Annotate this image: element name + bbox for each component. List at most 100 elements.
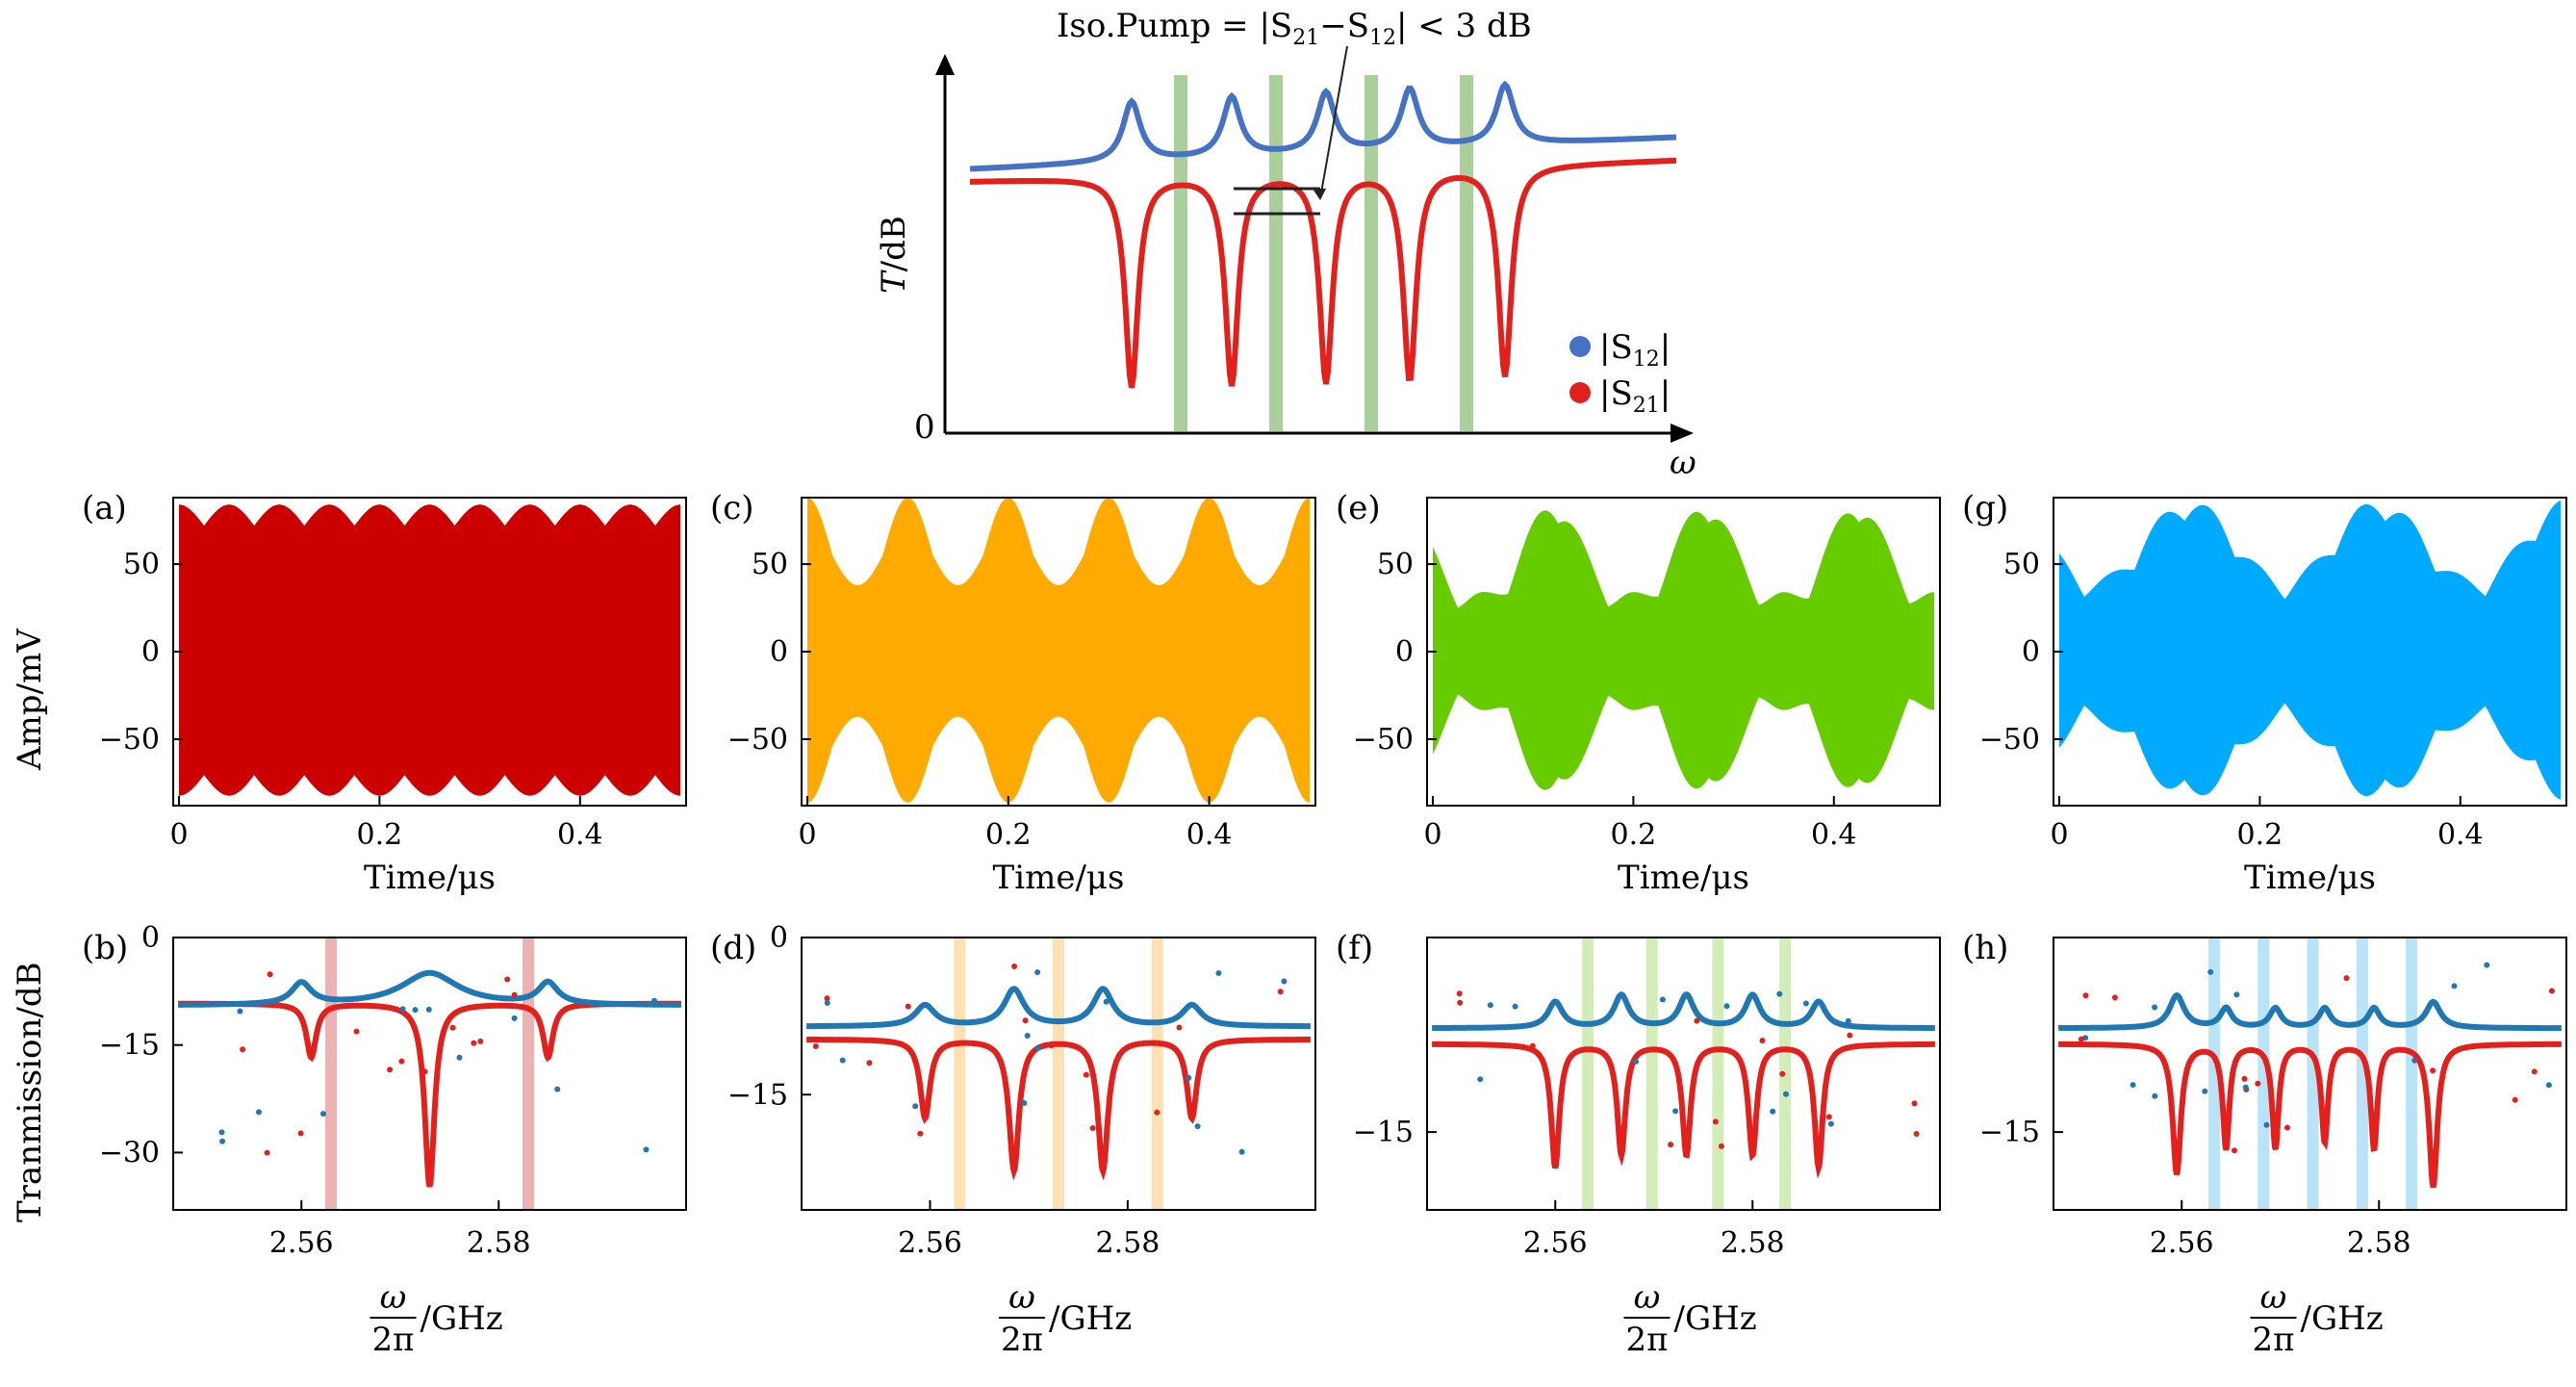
outlier-point: [1723, 1003, 1730, 1010]
outlier-point: [554, 1086, 561, 1092]
outlier-point: [511, 1015, 518, 1021]
legend-label-s21: |S21|: [1599, 374, 1671, 418]
outlier-point: [2531, 1068, 2538, 1075]
outlier-point: [1011, 963, 1018, 969]
pump-band: [2307, 938, 2319, 1210]
outlier-point: [1215, 970, 1222, 976]
legend-marker-s12: [1569, 336, 1591, 357]
xtick-label: 0: [2050, 818, 2068, 852]
panel-label-d: (d): [710, 929, 756, 967]
xlabel-denominator: 2π: [1001, 1321, 1043, 1359]
xlabel-numerator: ω: [1008, 1278, 1035, 1317]
outlier-point: [1776, 990, 1783, 997]
outlier-point: [2232, 1147, 2237, 1154]
outlier-point: [425, 1006, 432, 1013]
xtick-label: 2.56: [269, 1226, 334, 1260]
spectrum-axes-frame-d: [801, 937, 1316, 1211]
spectrum-xlabel-h: ω 2π/GHz: [2250, 1278, 2384, 1359]
outlier-point: [471, 1040, 477, 1046]
schematic-arrowhead-icon: [1313, 189, 1326, 200]
ytick-label: −50: [99, 723, 160, 757]
spectrum-panel-f: (f) −15 2.56 2.58 ω 2π/GHz: [1336, 929, 1941, 1359]
schematic-pump-band: [1174, 75, 1187, 431]
outlier-point: [1802, 1000, 1809, 1007]
schematic-pump-band: [1365, 75, 1378, 431]
schematic-zero-label: 0: [914, 408, 935, 447]
ytick-label: 0: [2022, 635, 2040, 669]
xtick-label: 0.2: [357, 818, 403, 852]
outlier-point: [256, 1109, 262, 1116]
schematic-ylabel: T/dB: [875, 216, 913, 294]
outlier-point: [839, 1057, 846, 1064]
ytick-label: −15: [1979, 1116, 2040, 1149]
spectrum-xlabel-d: ω 2π/GHz: [999, 1278, 1132, 1359]
outlier-point: [1659, 996, 1666, 1003]
pump-band: [1712, 938, 1724, 1210]
outlier-point: [2202, 1088, 2208, 1094]
outlier-point: [2078, 1036, 2084, 1042]
outlier-point: [912, 1103, 919, 1110]
outlier-point: [1024, 1033, 1031, 1039]
xlabel-numerator: ω: [1634, 1278, 1661, 1317]
panel-label-a: (a): [82, 489, 127, 527]
xtick-label: 2.56: [898, 1226, 962, 1260]
legend-label-s12: |S12|: [1599, 328, 1671, 372]
xtick-label: 0.2: [2237, 818, 2283, 852]
xlabel-unit: /GHz: [1049, 1299, 1132, 1338]
outlier-point: [1825, 1114, 1832, 1120]
outlier-point: [219, 1138, 226, 1144]
schematic-pump-band: [1460, 75, 1473, 431]
outlier-point: [2255, 1080, 2261, 1087]
outlier-point: [218, 1129, 225, 1136]
xtick-label: 0: [169, 818, 188, 852]
schematic-x-arrow-icon: [1671, 424, 1694, 443]
schematic-xlabel: ω: [1670, 444, 1696, 482]
outlier-point: [866, 1060, 873, 1066]
outlier-point: [1847, 1032, 1853, 1039]
xtick-label: 2.56: [1523, 1226, 1588, 1260]
outlier-point: [1457, 999, 1464, 1006]
pump-band: [954, 938, 966, 1210]
s21-trace-b: [178, 1000, 681, 1188]
outlier-point: [399, 1006, 406, 1013]
s12-trace-f: [1432, 991, 1935, 1031]
ytick-label: 0: [141, 635, 160, 669]
waveform-c: [807, 498, 1310, 803]
xlabel-unit: /GHz: [1674, 1299, 1757, 1338]
pump-band: [523, 938, 534, 1210]
spectrum-panel-h: (h) −15 2.56 2.58 ω 2π/GHz: [1962, 929, 2567, 1359]
outlier-point: [1022, 1017, 1029, 1024]
outlier-point: [2233, 991, 2240, 998]
spectrum-panel-b: (b) 0 −15 −30 2.56 2.58 ω 2π/GHz: [82, 921, 687, 1359]
outlier-point: [504, 976, 511, 983]
outlier-point: [398, 1058, 405, 1065]
outlier-point: [1827, 1120, 1834, 1127]
panel-label-e: (e): [1336, 489, 1381, 527]
outlier-point: [1477, 1076, 1484, 1083]
spectrum-axes-frame-f: [1426, 937, 1941, 1211]
outlier-point: [2484, 962, 2490, 968]
legend-marker-s21: [1569, 382, 1591, 403]
pump-band: [1053, 938, 1064, 1210]
schematic-pointer-arrow: [1319, 45, 1348, 199]
spectrum-panel-d: (d) 0 −15 2.56 2.58 ω 2π/GHz: [710, 921, 1316, 1359]
outlier-point: [2512, 1096, 2518, 1103]
outlier-point: [387, 1066, 394, 1073]
outlier-point: [1718, 1143, 1724, 1149]
outlier-point: [917, 1130, 924, 1137]
outlier-point: [1487, 1002, 1493, 1009]
time-panel-c: (c) 50 0 −50 0 0.2 0.4 Time/μs: [710, 489, 1316, 897]
xtick-label: 0.4: [1186, 818, 1233, 852]
waveform-e: [1433, 510, 1934, 790]
ytick-label: −50: [1353, 723, 1414, 757]
time-panel-e: (e) 50 0 −50 0 0.2 0.4 Time/μs: [1336, 489, 1941, 897]
outlier-point: [2284, 1124, 2290, 1131]
outlier-point: [1779, 1070, 1786, 1077]
outlier-point: [1048, 1042, 1055, 1049]
xlabel-unit: /GHz: [2301, 1299, 2384, 1338]
spectrum-axes-frame-h: [2053, 937, 2567, 1211]
xtick-label: 2.58: [467, 1226, 531, 1260]
schematic-panel: Iso.Pump = |S21−S12| < 3 dB 0 ω T/dB |S1…: [875, 7, 1696, 482]
xtick-label: 2.58: [2347, 1226, 2411, 1260]
outlier-point: [1238, 1148, 1245, 1155]
